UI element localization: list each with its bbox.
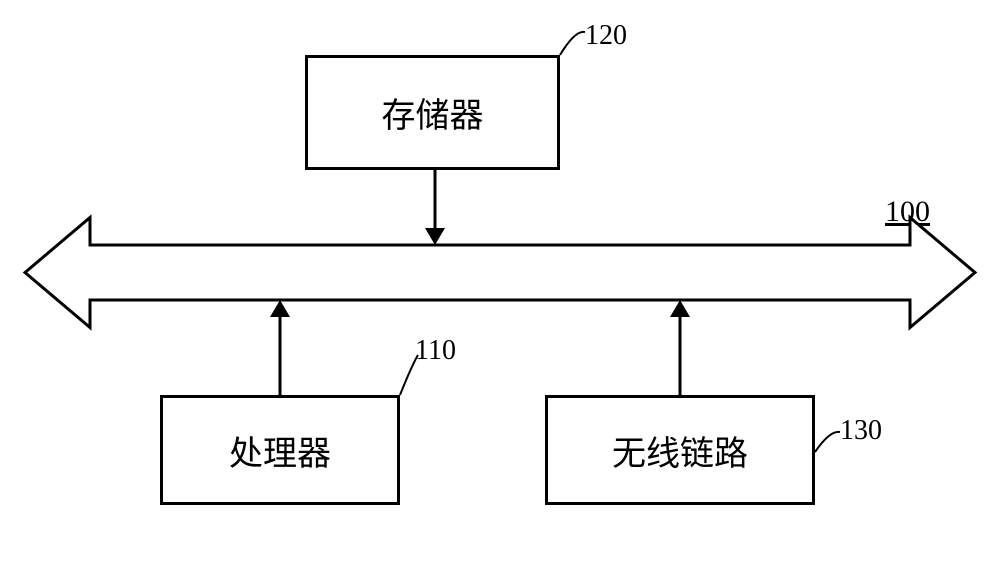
block-memory-label: 存储器	[382, 88, 484, 137]
block-memory: 存储器	[305, 55, 560, 170]
diagram-canvas: 存储器 处理器 无线链路 120 110 130 100	[0, 0, 1000, 587]
callout-processor: 110	[415, 335, 456, 367]
block-wireless: 无线链路	[545, 395, 815, 505]
bus-arrow	[25, 218, 975, 328]
system-label: 100	[885, 195, 930, 229]
arrow-processor-to-bus	[270, 300, 290, 395]
arrow-wireless-to-bus	[670, 300, 690, 395]
callout-wireless: 130	[840, 415, 882, 447]
block-processor-label: 处理器	[229, 426, 331, 475]
block-processor: 处理器	[160, 395, 400, 505]
callout-curve-wireless	[815, 432, 840, 452]
callout-memory: 120	[585, 20, 627, 52]
block-wireless-label: 无线链路	[612, 426, 748, 475]
arrow-memory-to-bus	[425, 170, 445, 245]
callout-curve-memory	[560, 32, 585, 55]
